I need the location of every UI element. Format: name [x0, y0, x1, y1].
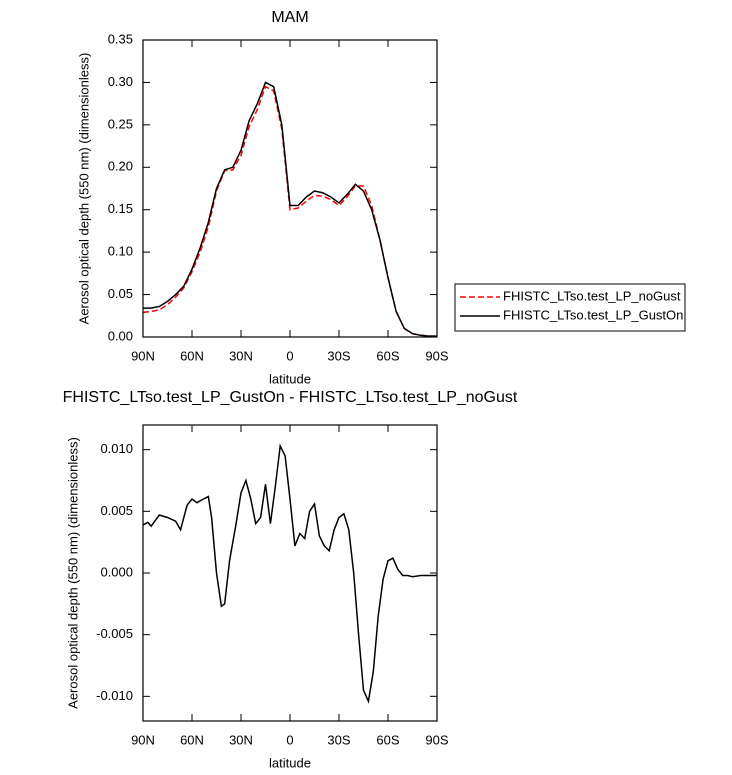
legend-box [454, 283, 686, 332]
y-tick-label: 0.25 [108, 116, 133, 131]
y-tick-label: 0.20 [108, 159, 133, 174]
x-tick-label: 90N [131, 348, 155, 363]
x-tick-label: 60S [376, 732, 399, 747]
x-tick-label: 30N [229, 732, 253, 747]
plot-frame [142, 424, 438, 722]
y-tick-label: 0.00 [108, 328, 133, 343]
x-axis-label: latitude [269, 371, 311, 386]
chart-title: MAM [271, 9, 308, 26]
y-tick-label: 0.10 [108, 244, 133, 259]
x-tick-label: 30N [229, 348, 253, 363]
y-tick-label: 0.15 [108, 201, 133, 216]
x-tick-label: 60N [180, 732, 204, 747]
x-tick-label: 30S [327, 732, 350, 747]
y-tick-label: 0.30 [108, 74, 133, 89]
y-tick-label: 0.010 [100, 441, 133, 456]
x-tick-label: 90S [425, 348, 448, 363]
x-axis-label: latitude [269, 755, 311, 770]
x-tick-label: 0 [286, 348, 293, 363]
x-tick-label: 90N [131, 732, 155, 747]
y-tick-label: 0.000 [100, 564, 133, 579]
y-tick-label: -0.010 [96, 688, 133, 703]
y-tick-label: -0.005 [96, 626, 133, 641]
x-tick-label: 30S [327, 348, 350, 363]
y-tick-label: 0.005 [100, 503, 133, 518]
data-line [143, 81, 437, 337]
y-tick-label: 0.05 [108, 286, 133, 301]
legend-label: FHISTC_LTso.test_LP_GustOn [503, 307, 683, 322]
y-axis-label: Aerosol optical depth (550 nm) (dimensio… [76, 53, 91, 325]
x-tick-label: 60S [376, 348, 399, 363]
x-tick-label: 60N [180, 348, 204, 363]
chart-title: FHISTC_LTso.test_LP_GustOn - FHISTC_LTso… [63, 389, 518, 406]
x-tick-label: 0 [286, 732, 293, 747]
legend-label: FHISTC_LTso.test_LP_noGust [503, 288, 681, 303]
x-tick-label: 90S [425, 732, 448, 747]
legend: FHISTC_LTso.test_LP_noGust FHISTC_LTso.t… [454, 283, 686, 332]
y-tick-label: 0.35 [108, 31, 133, 46]
data-line [142, 443, 437, 704]
y-axis-label: Aerosol optical depth (550 nm) (dimensio… [65, 437, 80, 709]
plot-frame [142, 39, 438, 338]
